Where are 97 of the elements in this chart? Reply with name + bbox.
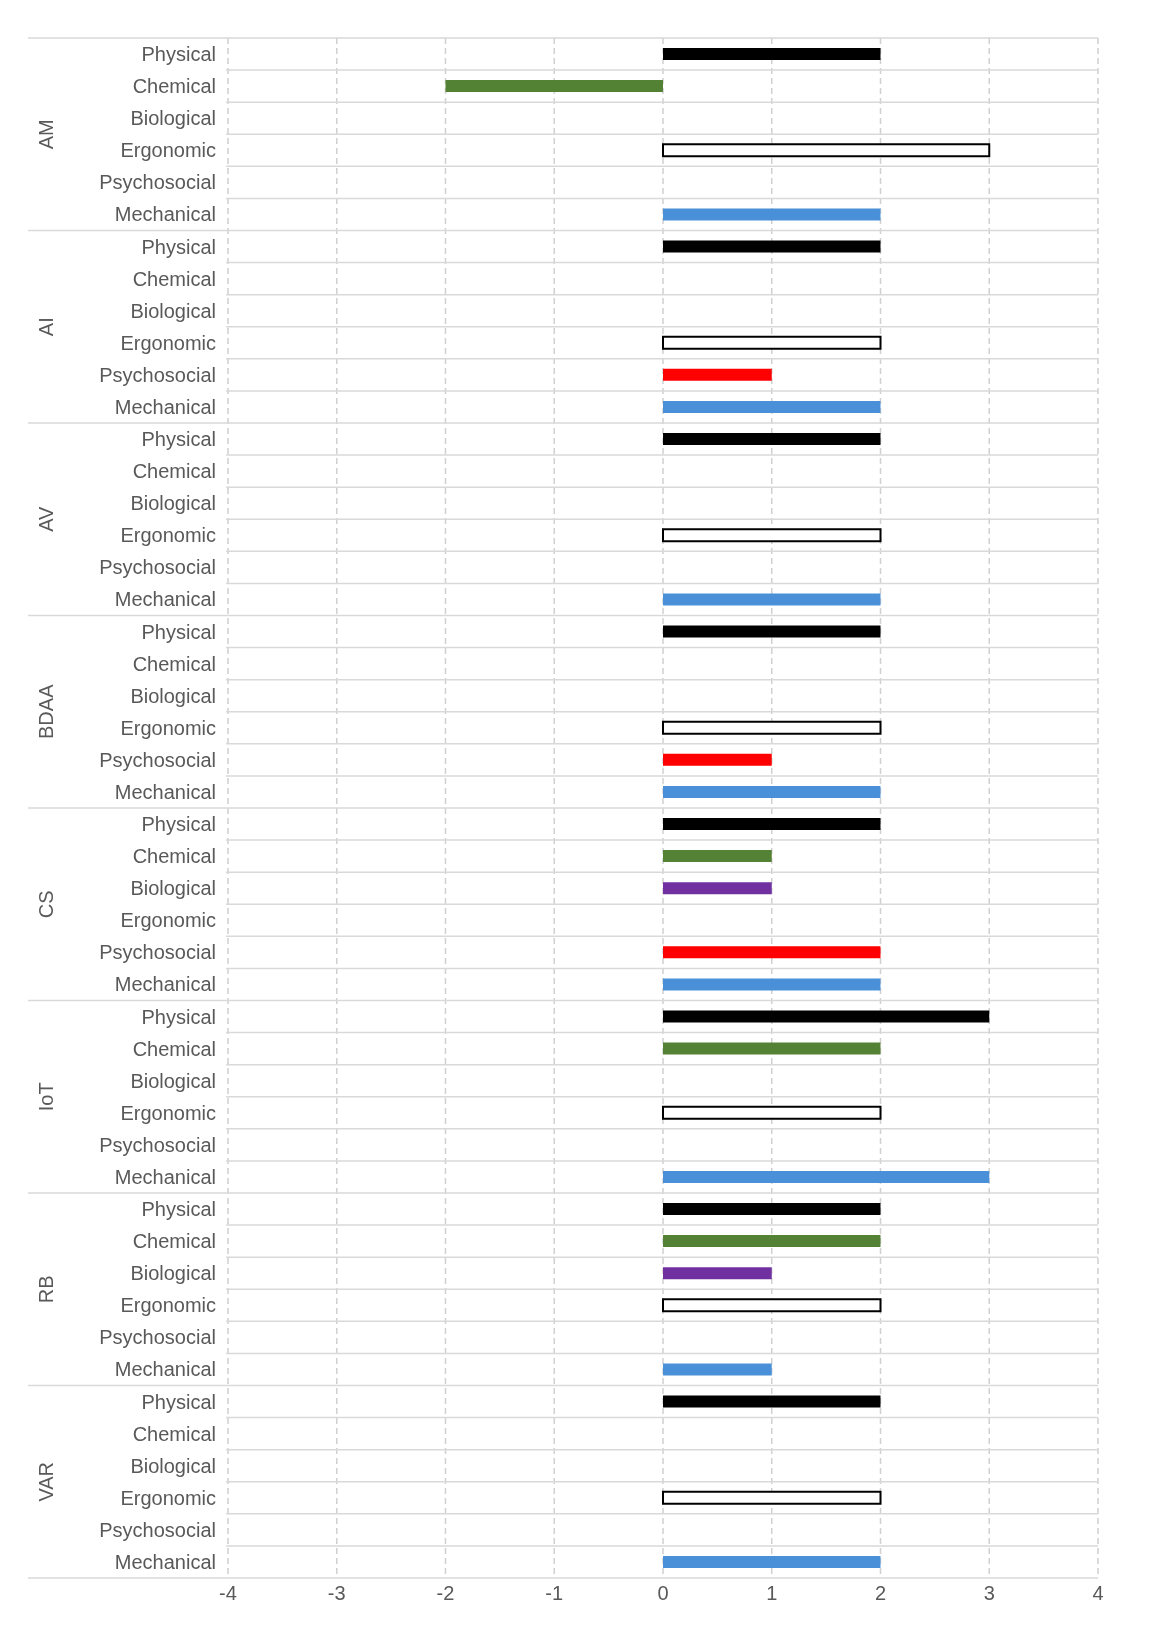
y-tick-label: Chemical: [132, 75, 216, 98]
y-tick-label: Chemical: [132, 1422, 216, 1445]
bar: [663, 850, 772, 863]
y-tick-label: Physical: [141, 1390, 216, 1413]
bar: [663, 1010, 990, 1023]
y-tick-label: Ergonomic: [120, 524, 216, 547]
bar: [662, 720, 882, 735]
bar: [445, 80, 663, 93]
bar: [663, 433, 881, 445]
y-tick-label: Mechanical: [114, 1165, 216, 1188]
bar: [663, 625, 881, 638]
y-tick-label: Biological: [130, 299, 216, 322]
y-tick-label: Mechanical: [114, 203, 216, 226]
y-tick-label: Mechanical: [114, 1358, 216, 1381]
y-tick-label: Psychosocial: [99, 748, 216, 771]
bar: [663, 818, 881, 830]
bar: [663, 593, 881, 606]
x-tick-label: 2: [874, 1582, 887, 1605]
y-tick-label: Biological: [130, 1454, 216, 1477]
bar: [662, 335, 882, 350]
x-tick-label: -3: [327, 1582, 346, 1605]
y-tick-label: Ergonomic: [120, 331, 216, 354]
y-tick-label: Chemical: [132, 1037, 216, 1060]
y-tick-label: Mechanical: [114, 780, 216, 803]
text: BDAA: [35, 683, 57, 739]
bar: [663, 978, 881, 991]
y-tick-label: Biological: [130, 492, 216, 515]
x-tick-label: 3: [983, 1582, 995, 1605]
y-tick-label: Physical: [141, 813, 216, 836]
y-tick-label: Chemical: [132, 460, 216, 483]
y-tick-label: Physical: [141, 1005, 216, 1028]
bar: [663, 1170, 990, 1183]
bar: [663, 208, 881, 221]
y-tick-label: Physical: [141, 1198, 216, 1221]
y-tick-label: Ergonomic: [120, 1101, 216, 1124]
y-tick-label: Ergonomic: [120, 1294, 216, 1317]
text: CS: [35, 890, 57, 919]
bar: [662, 1490, 882, 1505]
y-tick-label: Ergonomic: [120, 1486, 216, 1509]
x-tick-label: -4: [219, 1582, 237, 1605]
y-tick-label: Ergonomic: [120, 909, 216, 932]
y-tick-label: Biological: [130, 1069, 216, 1092]
y-tick-label: Biological: [130, 107, 216, 130]
y-tick-label: Psychosocial: [99, 941, 216, 964]
bar: [662, 143, 991, 158]
y-tick-label: Physical: [141, 620, 216, 643]
bar: [662, 528, 882, 543]
bar: [662, 1298, 882, 1313]
y-tick-label: Mechanical: [114, 973, 216, 996]
text: AV: [35, 506, 57, 532]
bar: [663, 1203, 881, 1215]
y-tick-label: Biological: [130, 1262, 216, 1285]
y-tick-label: Chemical: [132, 267, 216, 290]
text: VAR: [35, 1461, 57, 1502]
bar: [663, 1395, 881, 1408]
bar: [663, 1555, 881, 1568]
x-tick-label: 1: [766, 1582, 778, 1605]
y-tick-label: Physical: [141, 428, 216, 451]
y-tick-label: Psychosocial: [99, 1326, 216, 1349]
y-tick-label: Psychosocial: [99, 1133, 216, 1156]
x-tick-label: -2: [436, 1582, 455, 1605]
y-tick-label: Physical: [141, 43, 216, 66]
y-tick-label: Chemical: [132, 1230, 216, 1253]
bar: [663, 946, 881, 959]
y-tick-label: Biological: [130, 684, 216, 707]
bar: [663, 1235, 881, 1248]
y-tick-label: Mechanical: [114, 395, 216, 418]
text: AI: [35, 317, 57, 337]
x-tick-label: -1: [545, 1582, 564, 1605]
y-tick-label: Ergonomic: [120, 139, 216, 162]
y-tick-label: Psychosocial: [99, 556, 216, 579]
bar: [663, 882, 772, 895]
bar: [663, 1267, 772, 1280]
y-tick-label: Chemical: [132, 652, 216, 675]
bar: [663, 753, 772, 766]
y-tick-label: Ergonomic: [120, 716, 216, 739]
y-tick-label: Psychosocial: [99, 1518, 216, 1541]
y-tick-label: Psychosocial: [99, 171, 216, 194]
y-tick-label: Mechanical: [114, 588, 216, 611]
y-tick-label: Psychosocial: [99, 363, 216, 386]
bar: [662, 1105, 882, 1120]
y-tick-label: Physical: [141, 235, 216, 258]
x-tick-label: 0: [657, 1582, 669, 1605]
bar: [663, 1363, 772, 1376]
y-tick-label: Mechanical: [114, 1550, 216, 1573]
bar: [663, 1042, 881, 1055]
bar: [663, 48, 881, 60]
bar: [663, 240, 881, 253]
bar: [663, 400, 881, 413]
x-tick-label: 4: [1092, 1582, 1104, 1605]
text: IoT: [35, 1082, 57, 1112]
text: RB: [35, 1275, 57, 1304]
text: AM: [35, 119, 57, 150]
bar: [663, 368, 772, 381]
y-tick-label: Chemical: [132, 845, 216, 868]
bar: [663, 785, 881, 798]
y-tick-label: Biological: [130, 877, 216, 900]
